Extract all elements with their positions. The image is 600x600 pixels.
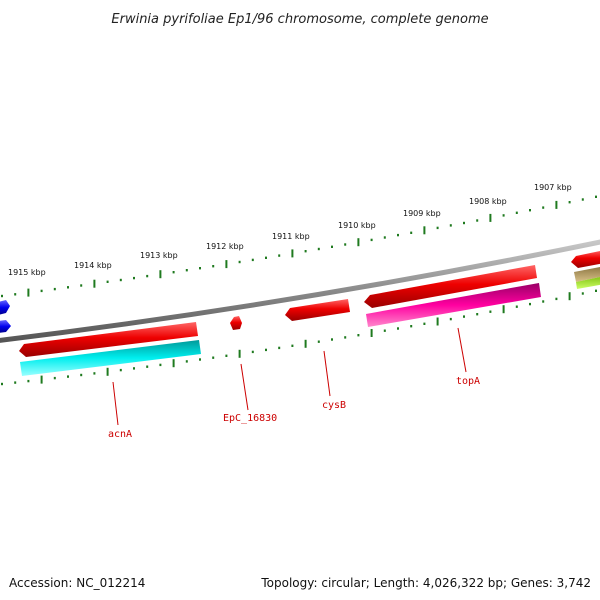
gene-arrow[interactable] xyxy=(0,320,11,333)
gene-label-cysB: cysB xyxy=(322,400,346,411)
leader-line xyxy=(112,381,119,426)
leader-line xyxy=(457,327,467,373)
map-title: Erwinia pyrifoliae Ep1/96 chromosome, co… xyxy=(111,12,488,27)
gene-arrow[interactable] xyxy=(571,250,600,268)
kbp-label: 1908 kbp xyxy=(469,197,507,206)
genome-summary-text: Topology: circular; Length: 4,026,322 bp… xyxy=(260,576,591,590)
gene-arrow[interactable] xyxy=(576,276,600,289)
gene-label-acnA: acnA xyxy=(108,429,132,440)
kbp-label: 1914 kbp xyxy=(74,261,112,270)
gene-arrow[interactable] xyxy=(364,265,537,308)
gene-arrow[interactable] xyxy=(0,300,10,315)
kbp-label: 1909 kbp xyxy=(403,209,441,218)
leader-line xyxy=(240,363,249,411)
gene-label-EpC_16830: EpC_16830 xyxy=(223,413,277,424)
outer-tick-ring xyxy=(1,195,597,298)
genome-backbone xyxy=(0,239,600,343)
gene-arrow[interactable] xyxy=(574,266,600,282)
kbp-label: 1910 kbp xyxy=(338,221,376,230)
gene-arrow[interactable] xyxy=(19,322,198,357)
gene-arrow[interactable] xyxy=(285,299,350,321)
kbp-label: 1912 kbp xyxy=(206,242,244,251)
gene-features xyxy=(0,250,600,376)
gene-arrow[interactable] xyxy=(230,316,242,330)
gene-label-leaders xyxy=(112,327,467,426)
kbp-label: 1907 kbp xyxy=(534,183,572,192)
kbp-label: 1911 kbp xyxy=(272,232,310,241)
kbp-label: 1915 kbp xyxy=(8,268,46,277)
gene-label-topA: topA xyxy=(456,376,480,387)
accession-text: Accession: NC_012214 xyxy=(9,576,145,590)
leader-line xyxy=(323,350,331,397)
kbp-label: 1913 kbp xyxy=(140,251,178,260)
inner-tick-ring xyxy=(1,289,597,386)
gene-arrow[interactable] xyxy=(366,283,541,327)
gene-arrow[interactable] xyxy=(20,340,201,376)
kbp-scale-labels: 1915 kbp 1914 kbp 1913 kbp 1912 kbp 1911… xyxy=(8,183,572,277)
